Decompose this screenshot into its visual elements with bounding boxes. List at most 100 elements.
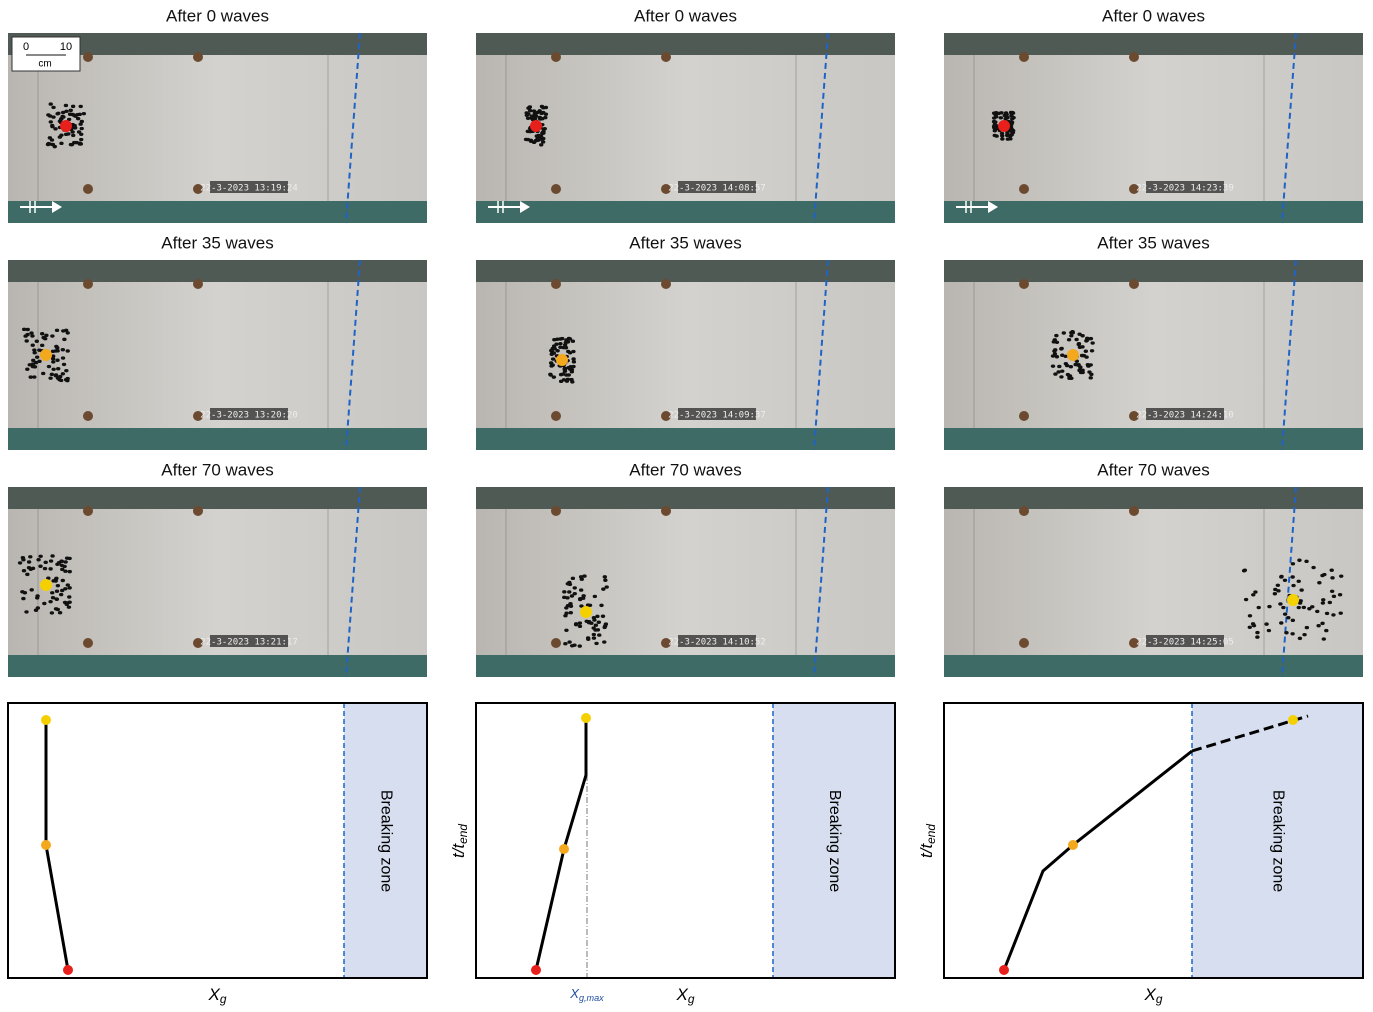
grain [592,636,596,639]
timestamp: 22-3-2023 14:25:05 [1136,638,1234,648]
bolt [551,279,561,289]
photo-title: After 0 waves [1102,6,1205,25]
grain [1310,605,1314,608]
grain [564,346,568,349]
grain [50,591,54,594]
grain [1069,365,1073,368]
tank-wall [476,260,895,282]
grain [994,124,998,127]
grain [592,626,596,629]
grain [1051,364,1055,367]
label-sub: g,max [579,993,604,1003]
centroid [999,965,1009,975]
grain [53,127,57,130]
grain [28,555,32,558]
tank-wall [476,201,895,223]
centroid [1067,349,1079,361]
grain [60,568,64,571]
grain [994,134,998,137]
photo-title: After 35 waves [629,233,741,252]
photo: 22-3-2023 14:09:37 [476,260,895,450]
grain [1321,598,1325,601]
grain [994,115,998,118]
grain [1003,114,1007,117]
grain [36,558,40,561]
grain [1090,341,1094,344]
grain [552,351,556,354]
grain [533,112,537,115]
grain [1089,373,1093,376]
label-sub: g [688,992,695,1006]
grain [1054,334,1058,337]
grain [38,555,42,558]
grain [536,134,540,137]
grain [48,567,52,570]
label: Xg [1144,985,1163,1006]
grain [60,589,64,592]
bolt [1019,411,1029,421]
grain [35,340,39,343]
centroid [1287,594,1299,606]
grain [38,565,42,568]
scale-end: 10 [60,41,72,53]
tank-floor [8,260,427,450]
bolt [1019,279,1029,289]
grain [1328,601,1332,604]
grain [1302,606,1306,609]
grain [1080,354,1084,357]
grain [44,334,48,337]
grain [586,636,590,639]
grain [71,113,75,116]
label-sub: end [924,824,938,844]
grain [1071,331,1075,334]
photo: 22-3-2023 13:20:20 [8,260,427,450]
grain [560,337,564,340]
bolt [83,52,93,62]
grain [1053,372,1057,375]
grain [56,367,60,370]
grain [1255,631,1259,634]
centroid [581,713,591,723]
grain [1053,348,1057,351]
grain [1339,611,1343,614]
grain [61,356,65,359]
grain [573,586,577,589]
grain [69,143,73,146]
grain [64,369,68,372]
grain [1084,355,1088,358]
grain [50,611,54,614]
grain [1283,612,1287,615]
grain [66,132,70,135]
grain [1242,569,1246,572]
tank-wall [944,655,1363,677]
grain [541,140,545,143]
grain [24,339,28,342]
bolt [83,638,93,648]
grain [1304,560,1308,563]
grain [64,104,68,107]
grain [1255,635,1259,638]
grain [34,361,38,364]
tank-wall [8,201,427,223]
timestamp: 22-3-2023 13:21:17 [200,638,298,648]
scale-start: 0 [23,41,29,53]
grain [1073,363,1077,366]
grain [1077,333,1081,336]
scale-unit: cm [38,59,51,70]
centroid [41,715,51,725]
grain [67,557,71,560]
timestamp: 22-3-2023 14:08:57 [668,184,766,194]
grain [50,143,54,146]
grain [549,364,553,367]
photo-title: After 35 waves [1097,233,1209,252]
trajectory [1004,751,1192,970]
grain [49,120,53,123]
tank-wall [476,33,895,55]
bolt [83,506,93,516]
grain [543,116,547,119]
grain [62,338,66,341]
grain [1339,574,1343,577]
grain [1273,592,1277,595]
bolt [1019,184,1029,194]
centroid [531,965,541,975]
